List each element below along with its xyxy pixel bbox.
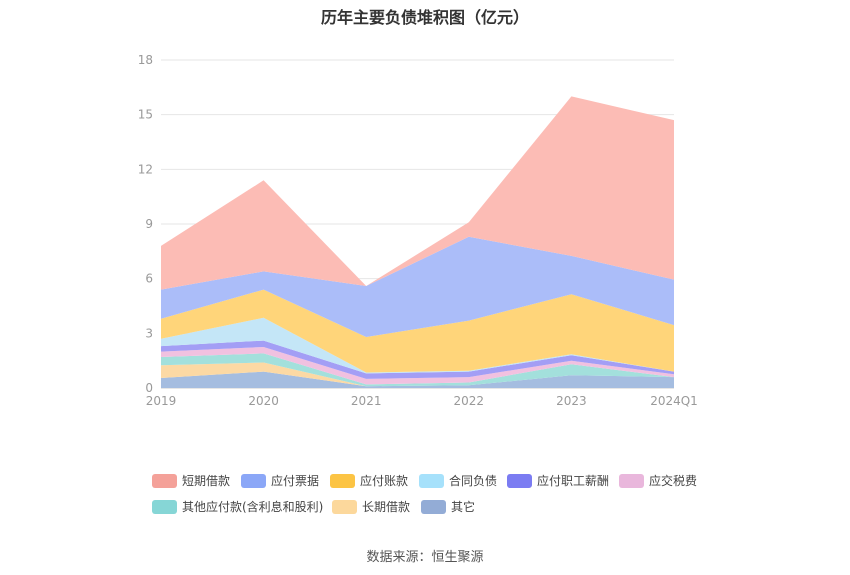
y-tick-label: 9 bbox=[145, 217, 153, 231]
y-tick-label: 6 bbox=[145, 272, 153, 286]
legend-item[interactable]: 其他应付款(含利息和股利) bbox=[152, 498, 323, 515]
y-tick-label: 15 bbox=[138, 108, 153, 122]
x-tick-label: 2019 bbox=[146, 394, 177, 408]
area-series bbox=[161, 317, 674, 374]
legend-label: 其它 bbox=[451, 500, 476, 514]
data-source: 数据来源：恒生聚源 bbox=[366, 550, 484, 565]
legend-swatch bbox=[330, 473, 355, 488]
x-axis-ticks: 2019 2020 2021 2022 2023 2024Q1 bbox=[146, 394, 698, 408]
legend-label: 合同负债 bbox=[449, 474, 498, 488]
legend-label: 长期借款 bbox=[362, 500, 411, 514]
legend-item[interactable]: 其它 bbox=[421, 498, 475, 515]
area-series bbox=[161, 371, 674, 388]
legend-item[interactable]: 应付账款 bbox=[330, 472, 408, 489]
legend-label: 其他应付款(含利息和股利) bbox=[182, 500, 324, 514]
legend-item[interactable]: 长期借款 bbox=[332, 498, 410, 515]
area-series-group bbox=[161, 96, 674, 388]
area-series bbox=[161, 340, 674, 379]
legend-swatch bbox=[152, 499, 177, 514]
area-series bbox=[161, 353, 674, 387]
legend-label: 应付职工薪酬 bbox=[537, 474, 610, 488]
legend-swatch bbox=[421, 499, 446, 514]
legend-item[interactable]: 合同负债 bbox=[419, 472, 497, 489]
area-series bbox=[161, 347, 674, 385]
legend-item[interactable]: 应付票据 bbox=[241, 472, 319, 489]
legend-label: 短期借款 bbox=[182, 474, 231, 488]
area-series bbox=[161, 289, 674, 373]
legend-swatch bbox=[619, 473, 644, 488]
y-axis-ticks: 0 3 6 9 12 15 18 bbox=[138, 53, 153, 395]
legend-swatch bbox=[241, 473, 266, 488]
y-tick-label: 0 bbox=[145, 381, 153, 395]
legend-item[interactable]: 应付职工薪酬 bbox=[507, 472, 609, 489]
area-series bbox=[161, 96, 674, 290]
legend-swatch bbox=[419, 473, 444, 488]
area-series bbox=[161, 362, 674, 387]
legend-label: 应交税费 bbox=[649, 474, 698, 488]
x-tick-label: 2020 bbox=[248, 394, 279, 408]
area-series bbox=[161, 236, 674, 337]
y-tick-label: 18 bbox=[138, 53, 153, 67]
y-tick-label: 3 bbox=[145, 326, 153, 340]
legend-item[interactable]: 短期借款 bbox=[152, 472, 230, 489]
x-tick-label: 2024Q1 bbox=[650, 394, 698, 408]
legend-swatch bbox=[152, 473, 177, 488]
stacked-area-chart: 0 3 6 9 12 15 18 2019 2020 2021 2022 2023 2024Q1 bbox=[138, 53, 698, 408]
x-tick-label: 2021 bbox=[351, 394, 382, 408]
y-tick-label: 12 bbox=[138, 162, 153, 176]
legend-item[interactable]: 应交税费 bbox=[619, 472, 697, 489]
legend-label: 应付账款 bbox=[360, 474, 409, 488]
legend-label: 应付票据 bbox=[271, 474, 320, 488]
chart-title: 历年主要负债堆积图（亿元） bbox=[320, 8, 529, 27]
x-tick-label: 2023 bbox=[556, 394, 587, 408]
x-tick-label: 2022 bbox=[454, 394, 485, 408]
legend-swatch bbox=[507, 473, 532, 488]
legend-swatch bbox=[332, 499, 357, 514]
